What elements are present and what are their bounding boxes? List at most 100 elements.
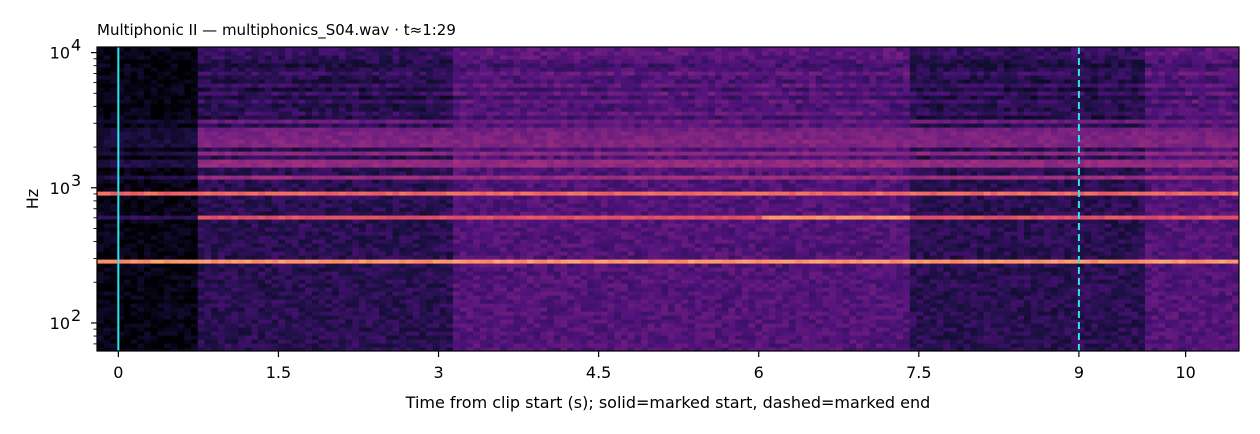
spectrogram-cell xyxy=(338,183,347,188)
spectrogram-cell xyxy=(379,187,387,192)
spectrogram-cell xyxy=(231,139,239,144)
spectrogram-cell xyxy=(399,259,407,264)
spectrogram-cell xyxy=(385,143,394,148)
spectrogram-cell xyxy=(177,335,185,340)
spectrogram-cell xyxy=(264,231,273,236)
spectrogram-cell xyxy=(466,75,474,80)
spectrogram-cell xyxy=(318,243,326,248)
spectrogram-cell xyxy=(177,147,185,152)
spectrogram-cell xyxy=(298,63,306,68)
spectrogram-cell xyxy=(345,155,353,160)
spectrogram-cell xyxy=(318,299,326,304)
spectrogram-cell xyxy=(238,71,246,76)
spectrogram-cell xyxy=(264,327,273,332)
spectrogram-cell xyxy=(97,115,105,120)
spectrogram-cell xyxy=(271,163,279,168)
spectrogram-cell xyxy=(365,291,374,296)
spectrogram-cell xyxy=(144,215,152,220)
spectrogram-cell xyxy=(123,63,132,68)
spectrogram-cell xyxy=(130,247,138,252)
spectrogram-cell xyxy=(406,79,414,84)
spectrogram-cell xyxy=(419,263,427,268)
spectrogram-cell xyxy=(500,223,508,228)
spectrogram-cell xyxy=(446,79,454,84)
spectrogram-cell xyxy=(392,151,400,156)
spectrogram-cell xyxy=(298,343,306,348)
spectrogram-cell xyxy=(244,139,253,144)
spectrogram-cell xyxy=(459,291,468,296)
spectrogram-cell xyxy=(399,275,407,280)
spectrogram-cell xyxy=(500,127,508,132)
spectrogram-cell xyxy=(493,267,501,272)
spectrogram-cell xyxy=(291,155,300,160)
spectrogram-cell xyxy=(412,259,421,264)
spectrogram-cell xyxy=(164,343,172,348)
spectrogram-cell xyxy=(466,267,474,272)
spectrogram-cell xyxy=(311,287,320,292)
spectrogram-cell xyxy=(311,107,320,112)
spectrogram-cell xyxy=(500,139,508,144)
spectrogram-cell xyxy=(103,215,112,220)
spectrogram-cell xyxy=(298,279,306,284)
spectrogram-cell xyxy=(157,347,165,351)
spectrogram-cell xyxy=(479,167,488,172)
spectrogram-cell xyxy=(251,243,259,248)
spectrogram-cell xyxy=(493,247,501,252)
spectrogram-cell xyxy=(164,215,172,220)
spectrogram-cell xyxy=(325,271,333,276)
spectrogram-cell xyxy=(486,63,494,68)
spectrogram-cell xyxy=(164,91,172,96)
spectrogram-cell xyxy=(137,59,145,64)
spectrogram-cell xyxy=(130,215,138,220)
spectrogram-cell xyxy=(533,179,541,184)
spectrogram-cell xyxy=(144,199,152,204)
spectrogram-cell xyxy=(211,139,219,144)
spectrogram-cell xyxy=(278,283,286,288)
spectrogram-cell xyxy=(311,175,320,180)
spectrogram-cell xyxy=(325,315,333,320)
spectrogram-cell xyxy=(520,67,528,72)
spectrogram-cell xyxy=(150,259,159,264)
spectrogram-cell xyxy=(318,267,326,272)
spectrogram-cell xyxy=(117,315,125,320)
spectrogram-cell xyxy=(298,311,306,316)
spectrogram-cell xyxy=(298,119,306,124)
spectrogram-cell xyxy=(426,47,434,52)
spectrogram-cell xyxy=(271,263,279,268)
spectrogram-cell xyxy=(325,115,333,120)
spectrogram-cell xyxy=(358,319,367,324)
spectrogram-cell xyxy=(520,259,528,264)
spectrogram-cell xyxy=(258,283,266,288)
spectrogram-cell xyxy=(123,211,132,216)
spectrogram-cell xyxy=(305,311,313,316)
spectrogram-cell xyxy=(406,123,414,128)
spectrogram-cell xyxy=(399,91,407,96)
spectrogram-cell xyxy=(177,215,185,220)
spectrogram-cell xyxy=(177,127,185,132)
spectrogram-cell xyxy=(419,51,427,56)
spectrogram-cell xyxy=(117,255,125,260)
spectrogram-cell xyxy=(345,55,353,60)
spectrogram-cell xyxy=(479,187,488,192)
spectrogram-cell xyxy=(318,159,326,164)
spectrogram-cell xyxy=(486,127,494,132)
spectrogram-cell xyxy=(399,295,407,300)
spectrogram-cell xyxy=(150,75,159,80)
spectrogram-cell xyxy=(217,247,226,252)
spectrogram-cell xyxy=(500,323,508,328)
spectrogram-cell xyxy=(432,123,441,128)
spectrogram-cell xyxy=(486,275,494,280)
spectrogram-cell xyxy=(392,135,400,140)
spectrogram-cell xyxy=(466,55,474,60)
spectrogram-cell xyxy=(406,195,414,200)
spectrogram-cell xyxy=(385,83,394,88)
spectrogram-cell xyxy=(150,251,159,256)
spectrogram-cell xyxy=(365,235,374,240)
spectrogram-cell xyxy=(170,307,179,312)
spectrogram-cell xyxy=(500,79,508,84)
spectrogram-cell xyxy=(533,227,541,232)
spectrogram-cell xyxy=(224,347,232,351)
spectrogram-cell xyxy=(419,103,427,108)
spectrogram-cell xyxy=(385,279,394,284)
spectrogram-cell xyxy=(110,99,118,104)
